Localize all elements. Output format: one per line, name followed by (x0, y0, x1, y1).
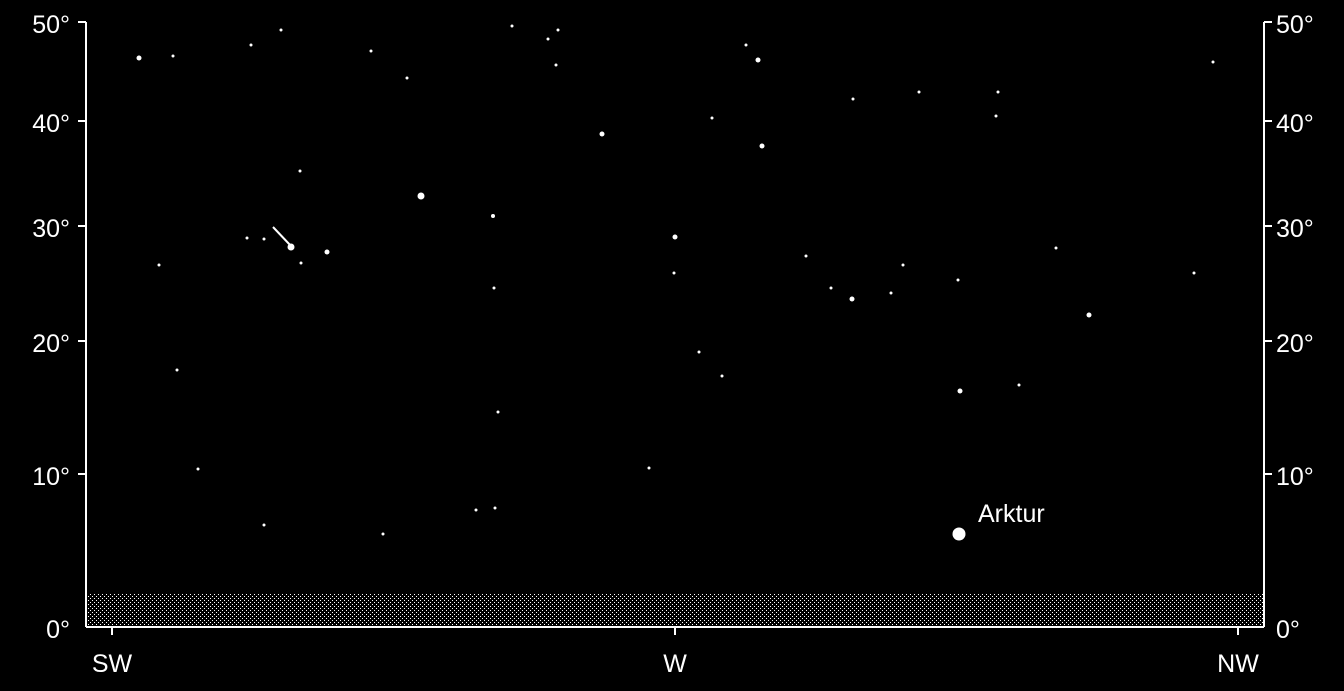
altitude-label-30-right: 30° (1276, 215, 1314, 243)
star-12 (755, 57, 761, 63)
direction-label-w: W (663, 650, 687, 678)
star-16 (759, 143, 765, 149)
star-27 (262, 237, 266, 241)
star-38 (1054, 246, 1058, 250)
axes-frame (85, 22, 1265, 628)
star-48 (647, 466, 651, 470)
star-18 (917, 90, 921, 94)
star-4 (279, 28, 283, 32)
star-51 (474, 508, 478, 512)
arktur-label: Arktur (978, 500, 1045, 528)
star-34 (849, 296, 855, 302)
altitude-label-50-left: 50° (32, 11, 70, 39)
altitude-label-50-right: 50° (1276, 11, 1314, 39)
star-43 (720, 374, 724, 378)
star-36 (901, 263, 905, 267)
star-10 (554, 63, 558, 67)
star-52 (493, 506, 497, 510)
altitude-label-0-right: 0° (1276, 616, 1300, 644)
altitude-label-40-left: 40° (32, 110, 70, 138)
altitude-label-10-right: 10° (1276, 463, 1314, 491)
direction-ticks (111, 627, 1239, 635)
star-20 (994, 114, 998, 118)
star-33 (829, 286, 833, 290)
altitude-ticks (78, 21, 1272, 475)
altitude-label-30-left: 30° (32, 215, 70, 243)
star-13 (1211, 60, 1215, 64)
direction-labels: SW W NW (92, 650, 1259, 678)
altitude-label-20-right: 20° (1276, 330, 1314, 358)
star-17 (851, 97, 855, 101)
star-31 (672, 271, 676, 275)
star-21 (417, 192, 425, 200)
star-2 (171, 54, 175, 58)
star-14 (599, 131, 605, 137)
star-6 (405, 76, 409, 80)
star-40 (1192, 271, 1196, 275)
star-41 (175, 368, 179, 372)
altitude-labels-right: 50° 40° 30° 20° 10° 0° (1276, 11, 1314, 644)
star-22 (298, 169, 302, 173)
star-44 (957, 388, 963, 394)
star-11 (744, 43, 748, 47)
star-24 (672, 234, 678, 240)
horizon-band (86, 594, 1264, 627)
meteor (272, 226, 295, 251)
direction-label-sw: SW (92, 650, 133, 678)
star-50 (381, 532, 385, 536)
altitude-label-0-left: 0° (46, 616, 70, 644)
star-47 (196, 467, 200, 471)
star-28 (299, 261, 303, 265)
star-19 (996, 90, 1000, 94)
star-23 (491, 214, 495, 218)
star-37 (956, 278, 960, 282)
star-9 (556, 28, 560, 32)
star-46 (496, 410, 500, 414)
altitude-label-20-left: 20° (32, 330, 70, 358)
star-7 (510, 24, 514, 28)
direction-label-nw: NW (1217, 650, 1259, 678)
star-35 (889, 291, 893, 295)
star-30 (492, 286, 496, 290)
star-45 (1017, 383, 1021, 387)
altitude-label-40-right: 40° (1276, 110, 1314, 138)
star-25 (157, 263, 161, 267)
star-8 (546, 37, 550, 41)
star-3 (249, 43, 253, 47)
star-29 (324, 249, 330, 255)
star-39 (1086, 312, 1092, 318)
star-1 (136, 55, 142, 61)
star-32 (804, 254, 808, 258)
star-26 (245, 236, 249, 240)
star-field (136, 24, 1215, 536)
star-5 (369, 49, 373, 53)
star-49 (262, 523, 266, 527)
arktur-star (952, 527, 966, 541)
star-42 (697, 350, 701, 354)
altitude-label-10-left: 10° (32, 463, 70, 491)
star-15 (710, 116, 714, 120)
altitude-labels-left: 50° 40° 30° 20° 10° 0° (32, 11, 70, 644)
